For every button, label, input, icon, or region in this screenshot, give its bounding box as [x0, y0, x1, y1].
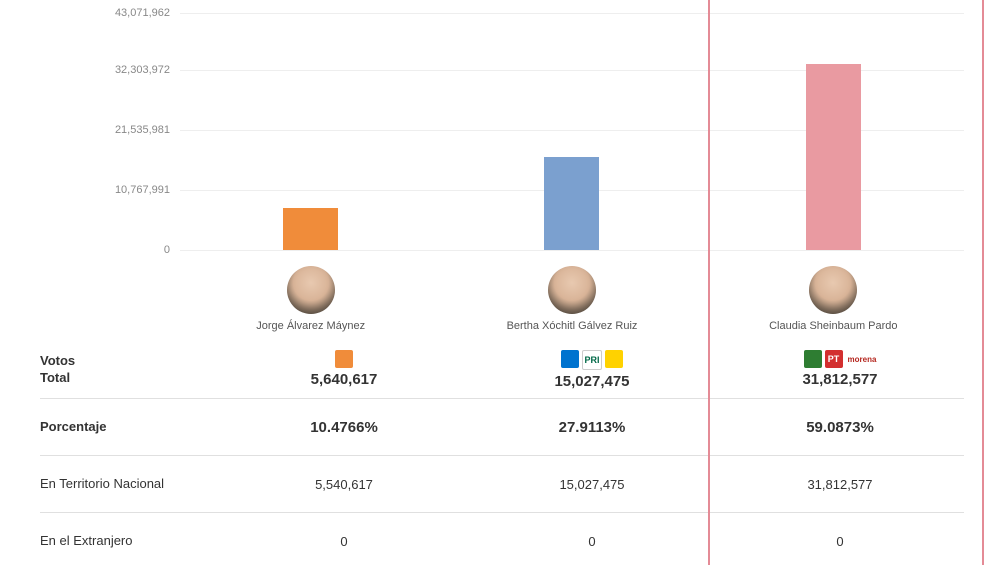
candidate-sheinbaum: Claudia Sheinbaum Pardo — [703, 266, 964, 332]
party-logo-morena: morena — [848, 355, 877, 364]
party-logo — [335, 350, 353, 368]
plot-area — [180, 0, 964, 260]
cell-ext-sheinbaum: 0 — [716, 534, 964, 549]
cell-votos-maynez: 5,640,617 — [220, 350, 468, 390]
row-label: En Territorio Nacional — [40, 476, 220, 493]
bar-col-maynez — [180, 0, 441, 260]
row-cells: 5,640,617 PRI 15,027,475 PT morena 31,812… — [220, 350, 964, 390]
row-label: Porcentaje — [40, 419, 220, 436]
y-tick-3: 32,303,972 — [115, 64, 170, 76]
party-logo — [804, 350, 822, 368]
row-porcentaje: Porcentaje 10.4766% 27.9113% 59.0873% — [40, 399, 964, 456]
cell-ext-galvez: 0 — [468, 534, 716, 549]
row-cells: 10.4766% 27.9113% 59.0873% — [220, 419, 964, 436]
cell-pct-sheinbaum: 59.0873% — [716, 419, 964, 436]
avatar-maynez — [287, 266, 335, 314]
party-logos-sheinbaum: PT morena — [716, 350, 964, 368]
winner-highlight-right — [982, 0, 984, 565]
y-tick-1: 10,767,991 — [115, 184, 170, 196]
y-axis: 43,071,962 32,303,972 21,535,981 10,767,… — [40, 0, 180, 260]
y-tick-0: 0 — [164, 244, 170, 256]
row-nacional: En Territorio Nacional 5,540,617 15,027,… — [40, 456, 964, 513]
bar-col-galvez — [441, 0, 702, 260]
label-total: Total — [40, 370, 220, 387]
bar-galvez — [544, 157, 599, 250]
avatar-galvez — [548, 266, 596, 314]
cell-pct-maynez: 10.4766% — [220, 419, 468, 436]
cell-nac-sheinbaum: 31,812,577 — [716, 477, 964, 492]
votes-value: 5,640,617 — [311, 371, 378, 388]
cell-ext-maynez: 0 — [220, 534, 468, 549]
bar-maynez — [283, 208, 338, 249]
row-cells: 5,540,617 15,027,475 31,812,577 — [220, 477, 964, 492]
bar-col-sheinbaum — [703, 0, 964, 260]
row-cells: 0 0 0 — [220, 534, 964, 549]
candidates-row: Jorge Álvarez Máynez Bertha Xóchitl Gálv… — [180, 260, 964, 332]
party-logo: PT — [825, 350, 843, 368]
candidate-galvez: Bertha Xóchitl Gálvez Ruiz — [441, 266, 702, 332]
y-tick-4: 43,071,962 — [115, 7, 170, 19]
candidate-name: Bertha Xóchitl Gálvez Ruiz — [507, 320, 638, 332]
cell-votos-sheinbaum: PT morena 31,812,577 — [716, 350, 964, 390]
winner-highlight-left — [708, 0, 710, 565]
row-extranjero: En el Extranjero 0 0 0 — [40, 513, 964, 569]
cell-votos-galvez: PRI 15,027,475 — [468, 350, 716, 390]
cell-nac-maynez: 5,540,617 — [220, 477, 468, 492]
party-logo — [605, 350, 623, 368]
party-logo: PRI — [582, 350, 602, 370]
label-votos: Votos — [40, 353, 75, 368]
row-label: Votos Total — [40, 353, 220, 387]
avatar-sheinbaum — [809, 266, 857, 314]
bar-sheinbaum — [806, 64, 861, 249]
candidate-name: Claudia Sheinbaum Pardo — [769, 320, 897, 332]
y-tick-2: 21,535,981 — [115, 124, 170, 136]
row-label: En el Extranjero — [40, 533, 220, 550]
candidate-maynez: Jorge Álvarez Máynez — [180, 266, 441, 332]
votes-value: 15,027,475 — [554, 373, 629, 390]
cell-nac-galvez: 15,027,475 — [468, 477, 716, 492]
bars-container — [180, 0, 964, 260]
votes-value: 31,812,577 — [802, 371, 877, 388]
votes-bar-chart: 43,071,962 32,303,972 21,535,981 10,767,… — [40, 0, 964, 260]
party-logos-galvez: PRI — [468, 350, 716, 370]
cell-pct-galvez: 27.9113% — [468, 419, 716, 436]
election-results-panel: 43,071,962 32,303,972 21,535,981 10,767,… — [0, 0, 1004, 565]
party-logos-maynez — [220, 350, 468, 368]
candidate-name: Jorge Álvarez Máynez — [256, 320, 365, 332]
results-table: Votos Total 5,640,617 PRI 15,027,475 PT m… — [40, 342, 964, 569]
row-votos-total: Votos Total 5,640,617 PRI 15,027,475 PT m… — [40, 342, 964, 399]
party-logo — [561, 350, 579, 368]
